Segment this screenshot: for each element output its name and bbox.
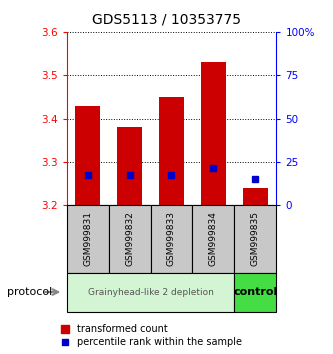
- Text: control: control: [233, 287, 277, 297]
- Text: GSM999833: GSM999833: [167, 211, 176, 267]
- Text: GSM999832: GSM999832: [125, 211, 134, 267]
- Text: GSM999831: GSM999831: [83, 211, 92, 267]
- Bar: [67, 205, 109, 273]
- Bar: [159, 97, 184, 205]
- Bar: [109, 205, 151, 273]
- Bar: [234, 205, 276, 273]
- Bar: [234, 273, 276, 312]
- Bar: [67, 273, 234, 312]
- Legend: transformed count, percentile rank within the sample: transformed count, percentile rank withi…: [62, 325, 242, 347]
- Bar: [192, 205, 234, 273]
- Bar: [151, 205, 192, 273]
- Bar: [243, 188, 268, 205]
- Bar: [117, 127, 142, 205]
- Text: GSM999835: GSM999835: [251, 211, 260, 267]
- Bar: [201, 62, 226, 205]
- Text: Grainyhead-like 2 depletion: Grainyhead-like 2 depletion: [88, 287, 213, 297]
- Text: GDS5113 / 10353775: GDS5113 / 10353775: [92, 12, 241, 27]
- Text: GSM999834: GSM999834: [209, 211, 218, 267]
- Text: protocol: protocol: [7, 287, 52, 297]
- Bar: [75, 105, 100, 205]
